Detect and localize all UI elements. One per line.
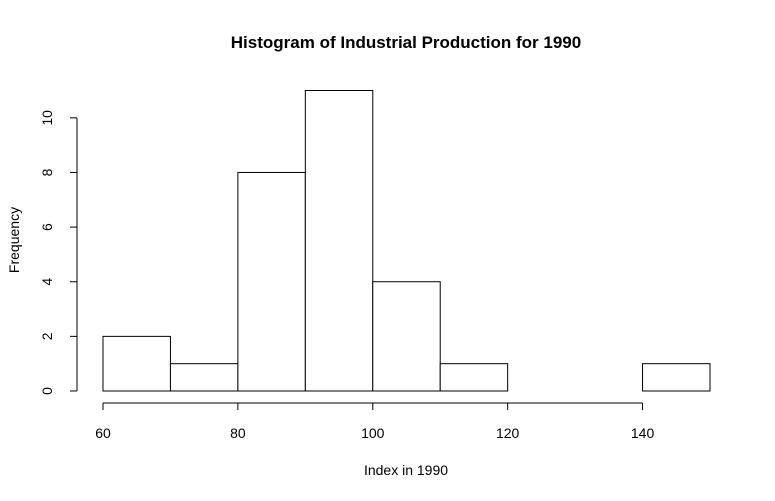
x-tick-label: 60 [95, 425, 111, 441]
bars-group [102, 90, 711, 392]
y-tick-label: 6 [39, 223, 55, 231]
chart-title: Histogram of Industrial Production for 1… [231, 33, 581, 52]
x-tick-label: 100 [361, 425, 385, 441]
x-axis: 60 80 100 120 140 [95, 402, 655, 441]
x-tick-label: 120 [496, 425, 520, 441]
y-tick-label: 8 [39, 168, 55, 176]
y-tick-label: 10 [39, 110, 55, 126]
histogram-bar [439, 363, 509, 392]
x-tick-label: 80 [230, 425, 246, 441]
y-tick-label: 4 [39, 278, 55, 286]
y-axis: 0 2 4 6 8 10 [39, 110, 78, 395]
y-tick-label: 2 [39, 332, 55, 340]
histogram-bar [237, 171, 306, 392]
x-axis-label: Index in 1990 [364, 462, 448, 478]
y-axis-label: Frequency [6, 207, 22, 273]
histogram-bar [304, 90, 374, 392]
histogram-bar [372, 281, 441, 392]
x-tick-label: 140 [631, 425, 655, 441]
y-tick-label: 0 [39, 387, 55, 395]
histogram-bar [102, 335, 171, 392]
histogram-bar [642, 363, 711, 392]
histogram-bar [169, 363, 239, 392]
